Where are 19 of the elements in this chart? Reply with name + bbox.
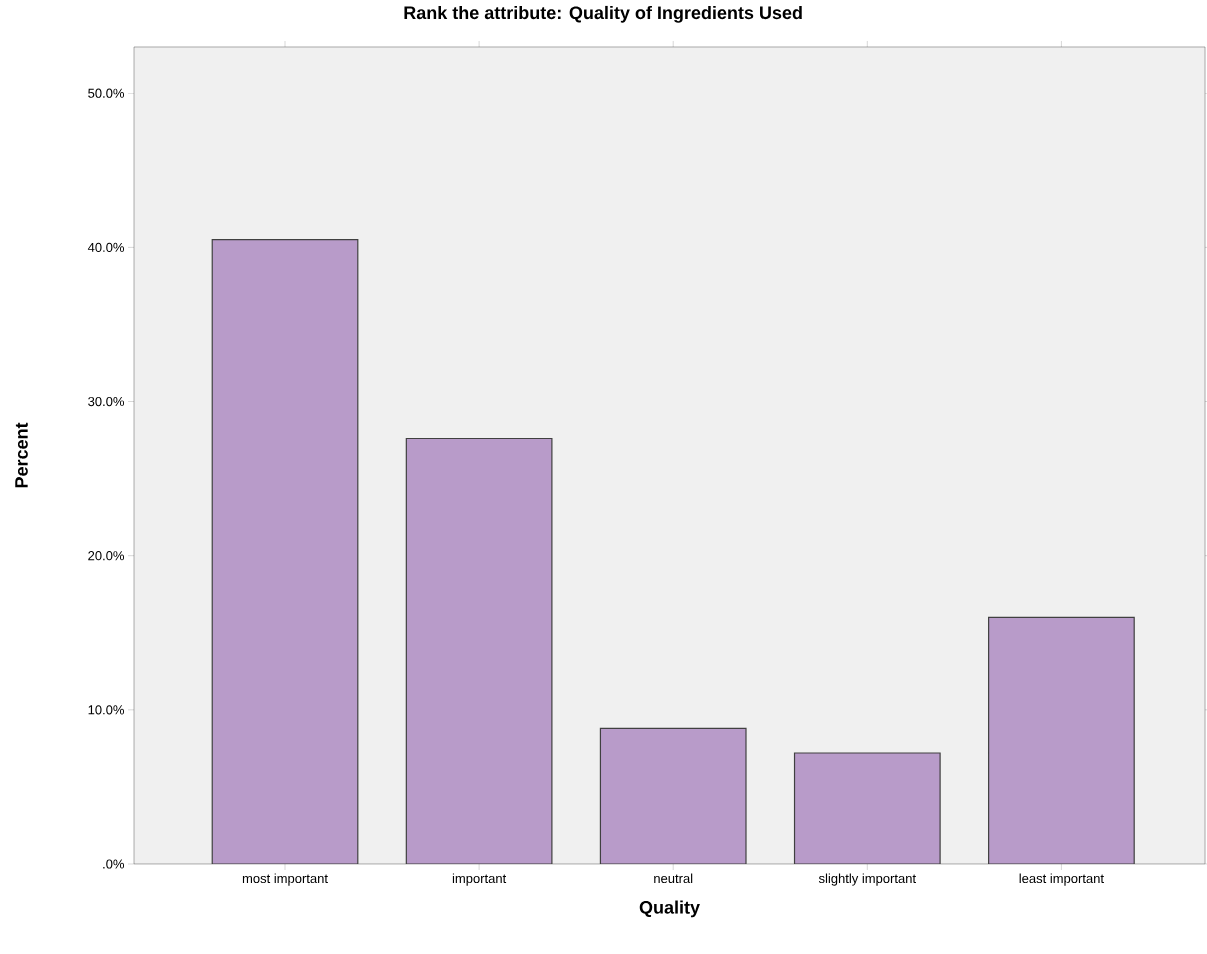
x-axis-title: Quality <box>639 900 700 918</box>
y-tick-label: 30.0% <box>88 396 125 407</box>
y-axis-title: Percent <box>15 422 28 488</box>
x-tick-label: neutral <box>654 873 693 884</box>
x-tick-label: slightly important <box>818 873 916 886</box>
bar <box>988 616 1135 864</box>
bar <box>600 728 746 864</box>
x-tick-label: important <box>452 873 507 886</box>
y-tick-label: .0% <box>103 859 125 869</box>
y-tick-label: 10.0% <box>88 705 125 715</box>
y-tick-label: 40.0% <box>87 242 125 252</box>
chart-title: Rank the attribute: Quality of Ingredients Used <box>404 5 802 23</box>
bar <box>793 752 941 864</box>
bar <box>211 239 359 864</box>
y-tick-label: 20.0% <box>88 551 125 561</box>
x-tick-label: least important <box>1019 873 1104 886</box>
x-tick-label: most important <box>242 873 328 886</box>
y-tick-label: 50.0% <box>88 88 125 98</box>
bar <box>405 437 553 864</box>
